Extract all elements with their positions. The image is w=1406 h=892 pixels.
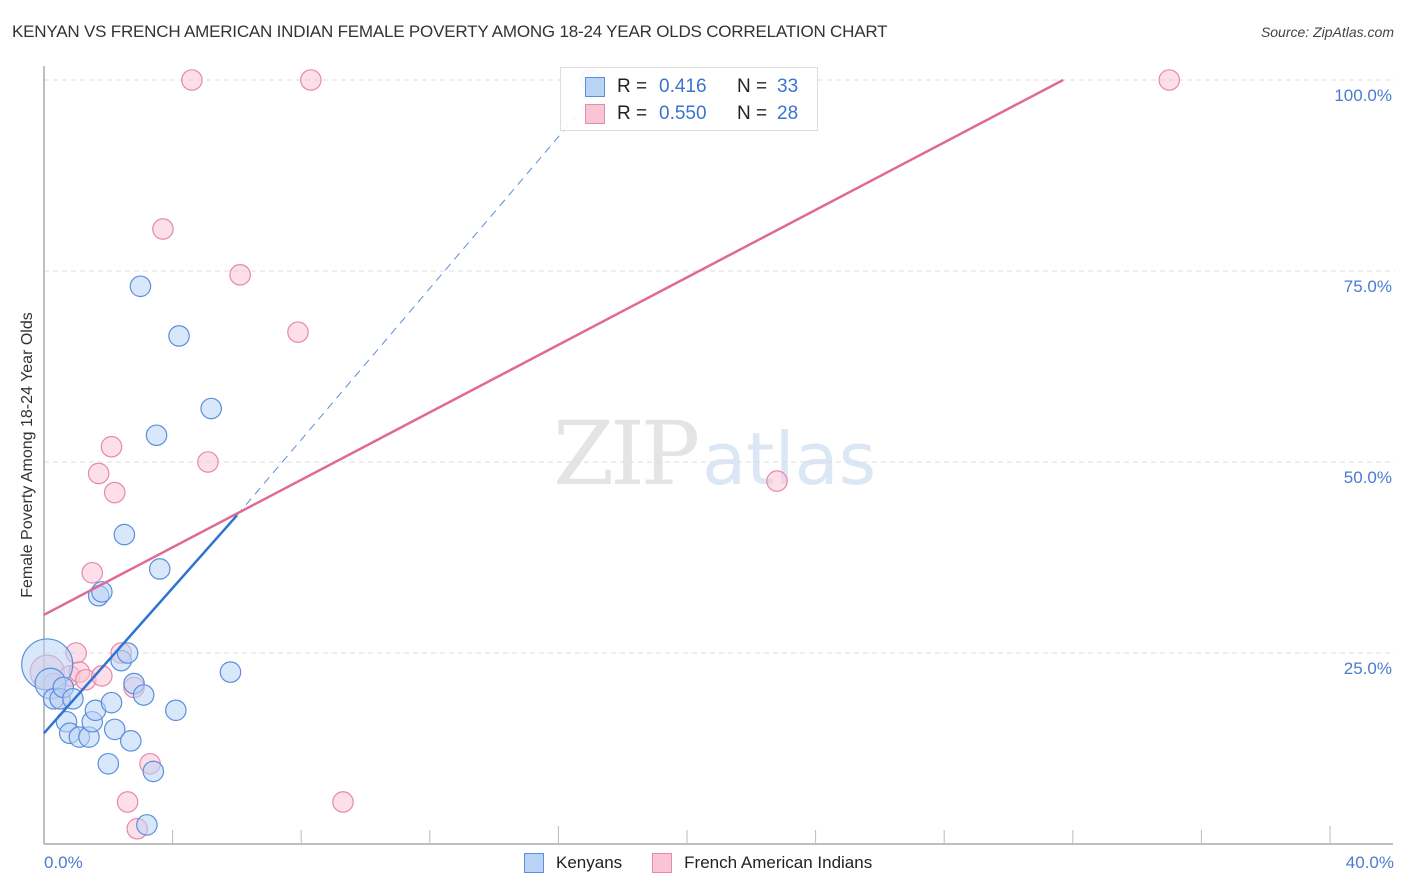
data-point-french-american-indian [766, 470, 788, 492]
data-point-kenyan [113, 523, 136, 546]
data-point-french-american-indian [287, 321, 309, 343]
data-point-french-american-indian [152, 218, 174, 240]
data-point-french-american-indian [100, 435, 123, 458]
y-tick-25: 25.0% [1343, 659, 1392, 678]
data-point-kenyan [145, 424, 168, 447]
french-american-indians-trendline [43, 78, 1064, 616]
data-point-kenyan [142, 760, 165, 783]
correlation-legend: R = 0.416 N = 33 R = 0.550 N = 28 [560, 67, 818, 131]
n-value: 28 [777, 103, 799, 124]
trendlines [43, 78, 1064, 735]
data-point-kenyan [120, 730, 142, 752]
legend-row-kenyans: R = 0.416 N = 33 [585, 76, 798, 98]
data-point-french-american-indian [103, 481, 126, 504]
r-label: R = [617, 103, 648, 124]
data-point-kenyan [100, 691, 123, 714]
data-point-kenyan [103, 718, 126, 741]
n-value: 33 [777, 76, 799, 97]
data-point-french-american-indian [300, 69, 322, 91]
gridlines [44, 79, 1395, 654]
data-point-kenyan [136, 814, 158, 836]
n-label: N = [737, 76, 768, 97]
data-point-french-american-indian [87, 462, 110, 485]
data-point-french-american-indian [332, 791, 354, 813]
kenyans-swatch-icon [585, 77, 605, 97]
x-tick-min: 0.0% [44, 853, 83, 872]
data-point-kenyan [219, 661, 242, 683]
y-axis-label: Female Poverty Among 18-24 Year Olds [19, 312, 36, 598]
data-point-french-american-indian [81, 561, 104, 584]
source-credit: Source: ZipAtlas.com [1260, 24, 1394, 40]
chart-title: KENYAN VS FRENCH AMERICAN INDIAN FEMALE … [12, 22, 888, 41]
legend-item-french-american-indians[interactable]: French American Indians [652, 853, 872, 873]
fai-swatch-icon [585, 104, 605, 124]
fai-swatch-icon [652, 853, 673, 873]
kenyans-trendline-extension [236, 79, 608, 516]
data-point-kenyan [168, 325, 190, 347]
data-point-french-american-indian [181, 69, 203, 91]
kenyans-trendline [43, 514, 238, 735]
y-tick-75: 75.0% [1343, 277, 1392, 296]
data-point-kenyan [200, 397, 222, 420]
y-tick-100: 100.0% [1334, 86, 1392, 105]
legend-row-french-american-indians: R = 0.550 N = 28 [585, 103, 798, 125]
y-tick-50: 50.0% [1343, 468, 1392, 487]
data-point-french-american-indian [116, 791, 139, 813]
data-point-french-american-indian [197, 451, 219, 473]
series-legend: Kenyans French American Indians [524, 853, 902, 873]
kenyans-swatch-icon [524, 853, 544, 873]
r-label: R = [617, 76, 648, 97]
x-tick-max: 40.0% [1345, 853, 1394, 872]
data-point-kenyan [148, 558, 171, 580]
data-point-kenyan [97, 752, 120, 775]
r-value: 0.416 [659, 76, 707, 97]
series-french-american-indians-points [29, 69, 1181, 840]
r-value: 0.550 [659, 103, 707, 124]
axes [43, 66, 1393, 845]
data-point-kenyan [129, 275, 152, 298]
data-point-french-american-indian [91, 665, 113, 687]
data-point-kenyan [132, 684, 155, 706]
legend-label: Kenyans [556, 853, 623, 872]
legend-label: French American Indians [684, 853, 873, 872]
data-point-french-american-indian [1158, 69, 1181, 91]
n-label: N = [737, 103, 768, 124]
data-point-kenyan [165, 699, 187, 722]
data-point-kenyan [116, 642, 139, 664]
data-point-french-american-indian [229, 264, 251, 286]
legend-item-kenyans[interactable]: Kenyans [524, 853, 622, 873]
